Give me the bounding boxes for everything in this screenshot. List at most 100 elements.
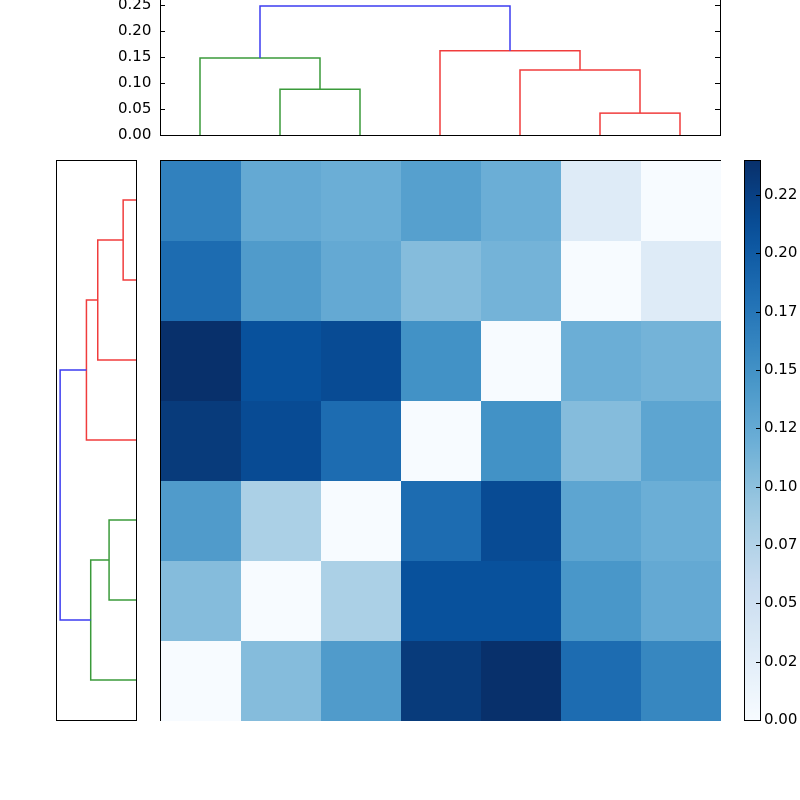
heatmap-cell (561, 481, 641, 561)
heatmap-cell (401, 241, 481, 321)
y-tick-mark (160, 135, 165, 136)
heatmap-cell (241, 241, 321, 321)
heatmap-cell (561, 641, 641, 721)
heatmap-cell (241, 321, 321, 401)
dendrogram-link (108, 519, 136, 601)
heatmap-cell (241, 561, 321, 641)
heatmap-cell (641, 321, 721, 401)
heatmap-cell (481, 161, 561, 241)
heatmap-cell (641, 561, 721, 641)
colorbar-tick-label: 0.10 (764, 476, 798, 495)
heatmap-axes (160, 160, 721, 721)
dendrogram-link (85, 299, 136, 441)
heatmap-cell (321, 481, 401, 561)
y-tick-label: 0.00 (118, 125, 152, 143)
colorbar-tick-label: 0.15 (764, 360, 798, 378)
heatmap-cell (401, 561, 481, 641)
heatmap-cell (241, 161, 321, 241)
colorbar-tick-label: 0.17 (764, 301, 798, 320)
heatmap-cell (401, 161, 481, 241)
heatmap-cell (561, 561, 641, 641)
heatmap-cell (401, 321, 481, 401)
heatmap-cell (561, 321, 641, 401)
dendrogram-link (59, 369, 91, 621)
colorbar-tick-label: 0.20 (764, 243, 798, 262)
heatmap-cell (561, 401, 641, 481)
dendrogram-link (259, 5, 511, 59)
y-tick-label: 0.20 (118, 21, 152, 39)
dendrogram-link (97, 239, 136, 361)
heatmap-cell (161, 241, 241, 321)
heatmap-cell (481, 561, 561, 641)
heatmap-cell (321, 401, 401, 481)
colorbar-tick-mark (756, 428, 761, 430)
colorbar-tick-mark (756, 603, 761, 605)
y-tick-mark (160, 5, 165, 6)
y-tick-mark (160, 31, 165, 32)
heatmap-cell (241, 401, 321, 481)
colorbar-tick-label: 0.22 (764, 185, 798, 203)
heatmap-grid (161, 161, 721, 721)
heatmap-cell (241, 481, 321, 561)
dendrogram-link (122, 199, 136, 281)
heatmap-cell (321, 641, 401, 721)
y-tick-label: 0.05 (118, 99, 152, 117)
heatmap-cell (401, 481, 481, 561)
y-tick-label: 0.10 (118, 73, 152, 91)
colorbar-tick-mark (756, 370, 761, 371)
colorbar-gradient (745, 161, 760, 720)
colorbar (744, 160, 761, 721)
dendrogram-link (439, 50, 581, 135)
colorbar-tick-mark (756, 253, 761, 255)
heatmap-cell (641, 641, 721, 721)
heatmap-cell (161, 401, 241, 481)
heatmap-cell (161, 161, 241, 241)
heatmap-cell (401, 401, 481, 481)
heatmap-cell (641, 241, 721, 321)
heatmap-cell (481, 321, 561, 401)
heatmap-cell (321, 241, 401, 321)
colorbar-tick-mark (756, 486, 761, 488)
heatmap-cell (161, 641, 241, 721)
y-tick-mark (715, 83, 720, 84)
dendrogram-link (89, 559, 136, 681)
colorbar-tick-label: 0.12 (764, 418, 798, 437)
y-tick-mark (715, 31, 720, 32)
y-tick-mark (715, 57, 720, 58)
colorbar-tick-label: 0.00 (764, 710, 798, 728)
heatmap-cell (481, 401, 561, 481)
heatmap-cell (321, 161, 401, 241)
heatmap-cell (561, 161, 641, 241)
heatmap-cell (641, 161, 721, 241)
y-tick-mark (160, 109, 165, 110)
colorbar-tick-mark (756, 195, 761, 196)
colorbar-tick-mark (756, 720, 761, 721)
colorbar-tick-mark (756, 545, 761, 546)
colorbar-tick-label: 0.07 (764, 535, 798, 553)
heatmap-cell (641, 481, 721, 561)
heatmap-cell (161, 321, 241, 401)
left-dendrogram (59, 199, 136, 681)
colorbar-tick-mark (756, 661, 761, 663)
heatmap-cell (561, 241, 641, 321)
heatmap-cell (161, 561, 241, 641)
heatmap-cell (481, 241, 561, 321)
heatmap-cell (481, 481, 561, 561)
heatmap-cell (481, 641, 561, 721)
heatmap-cell (401, 641, 481, 721)
y-tick-mark (715, 5, 720, 6)
y-tick-mark (160, 83, 165, 84)
dendrogram-link (279, 88, 361, 135)
heatmap-cell (641, 401, 721, 481)
y-tick-label: 0.15 (118, 47, 152, 65)
colorbar-tick-label: 0.02 (764, 651, 798, 670)
top-dendrogram (199, 5, 681, 135)
heatmap-cell (161, 481, 241, 561)
colorbar-tick-mark (756, 311, 761, 313)
y-tick-label: 0.25 (118, 0, 152, 13)
y-tick-mark (160, 57, 165, 58)
dendrogram-link (519, 69, 641, 135)
dendrogram-link (599, 112, 681, 135)
dendrogram-link (199, 57, 321, 135)
heatmap-cell (321, 561, 401, 641)
